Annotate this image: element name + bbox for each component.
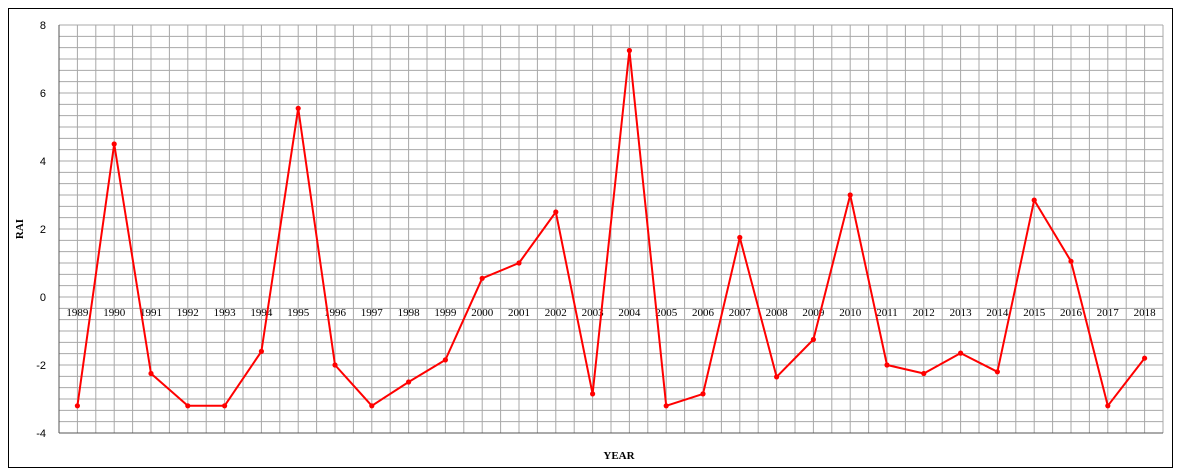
- data-point: [663, 403, 669, 409]
- x-tick-label: 1998: [398, 307, 421, 319]
- data-point: [774, 374, 780, 380]
- data-point: [442, 357, 448, 363]
- data-point: [553, 209, 559, 215]
- data-point: [1105, 403, 1111, 409]
- x-tick-label: 2006: [692, 307, 715, 319]
- x-tick-label: 2013: [950, 307, 973, 319]
- x-axis-ticks: 1989 1990 1991 1992 1993 1994 1995 1996 1997 1998…: [66, 307, 1156, 319]
- x-tick-label: 2018: [1134, 307, 1157, 319]
- data-point: [994, 369, 1001, 375]
- x-tick-label: 2000: [471, 307, 494, 319]
- data-point: [332, 362, 338, 368]
- data-point: [737, 234, 743, 241]
- x-tick-label: 1996: [324, 307, 347, 319]
- chart-frame: 8 6 4 2 0 -2 -4 1989 1990 1991 1992 1993 1994 1995 19…: [8, 8, 1173, 468]
- data-point: [479, 275, 485, 281]
- data-point: [1142, 355, 1148, 361]
- x-tick-label: 1993: [214, 307, 237, 319]
- data-point: [258, 348, 264, 354]
- x-tick-label: 2004: [618, 307, 641, 319]
- series-polyline: [76, 49, 1146, 407]
- x-tick-label: 1997: [361, 307, 384, 319]
- x-tick-label: 2011: [876, 307, 898, 319]
- x-tick-label: 1989: [66, 307, 89, 319]
- data-point: [958, 350, 964, 356]
- data-point: [810, 336, 817, 343]
- data-point: [626, 47, 633, 54]
- data-point: [700, 391, 706, 397]
- data-point: [369, 403, 375, 409]
- data-point: [516, 260, 522, 266]
- x-tick-label: 1994: [250, 307, 273, 319]
- x-tick-label: 1990: [103, 307, 126, 319]
- y-tick-label: 4: [40, 156, 46, 168]
- x-tick-label: 2015: [1023, 307, 1046, 319]
- y-tick-label: -2: [36, 360, 46, 372]
- x-axis-title: YEAR: [603, 450, 635, 462]
- y-tick-label: -4: [36, 428, 46, 440]
- x-tick-label: 2007: [729, 307, 752, 319]
- x-tick-label: 2005: [655, 307, 678, 319]
- x-tick-label: 2014: [986, 307, 1009, 319]
- data-point: [111, 141, 117, 147]
- x-tick-label: 1999: [434, 307, 457, 319]
- x-tick-label: 2002: [545, 307, 567, 319]
- x-tick-label: 1995: [287, 307, 310, 319]
- data-point: [1068, 258, 1074, 264]
- x-tick-label: 2001: [508, 307, 530, 319]
- x-tick-label: 1992: [177, 307, 199, 319]
- data-point: [1031, 197, 1037, 203]
- data-point: [185, 403, 191, 409]
- data-point: [295, 105, 301, 111]
- x-tick-label: 2017: [1097, 307, 1120, 319]
- y-tick-label: 8: [40, 20, 46, 32]
- data-point: [148, 370, 154, 377]
- y-tick-label: 2: [40, 224, 46, 236]
- data-point: [222, 403, 228, 409]
- x-tick-label: 2008: [766, 307, 789, 319]
- data-point: [884, 362, 890, 368]
- x-tick-label: 1991: [140, 307, 162, 319]
- data-point: [74, 403, 80, 409]
- x-tick-label: 2003: [582, 307, 605, 319]
- x-tick-label: 2010: [839, 307, 862, 319]
- data-point: [590, 391, 596, 397]
- y-tick-label: 0: [40, 292, 46, 304]
- data-point: [406, 379, 412, 385]
- y-axis-title: RAI: [14, 219, 26, 239]
- y-tick-label: 6: [40, 88, 46, 100]
- data-point: [847, 192, 853, 198]
- data-point: [921, 370, 927, 377]
- series-line: [74, 47, 1148, 409]
- y-axis-ticks: 8 6 4 2 0 -2 -4: [36, 20, 46, 440]
- x-tick-label: 2012: [913, 307, 935, 319]
- x-tick-label: 2016: [1060, 307, 1083, 319]
